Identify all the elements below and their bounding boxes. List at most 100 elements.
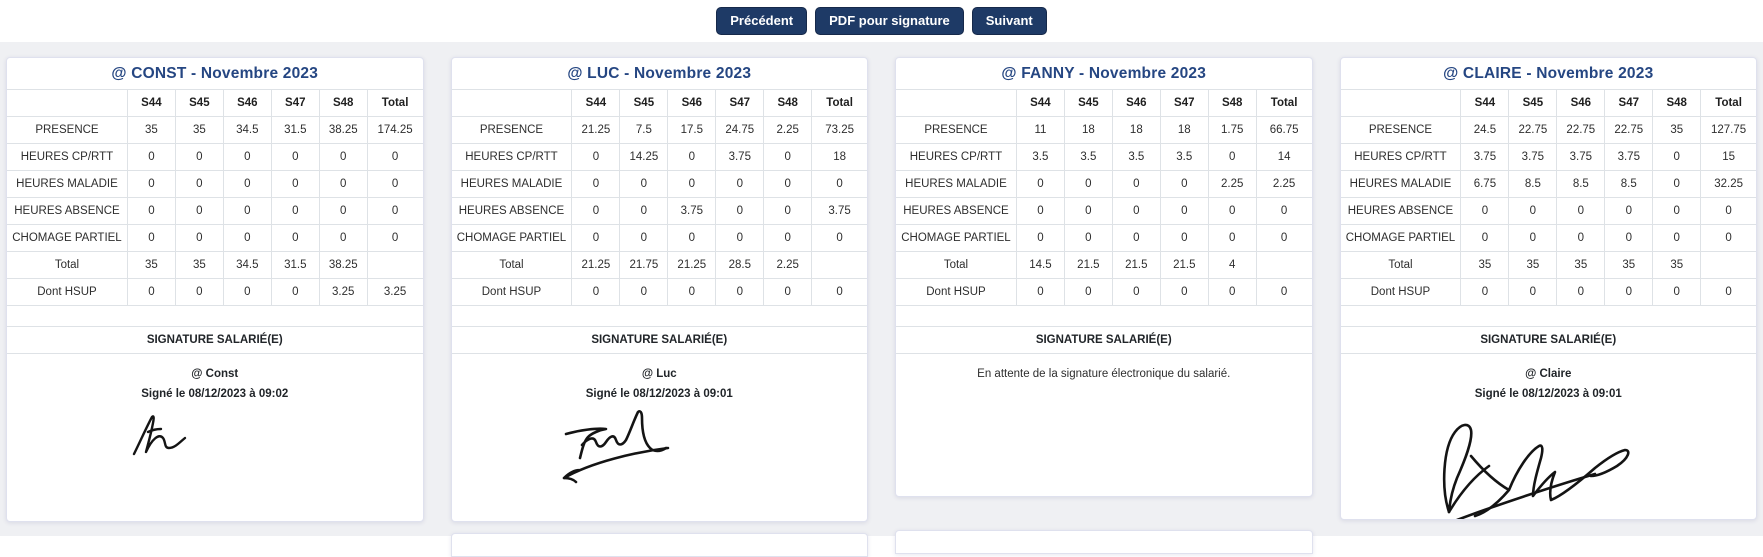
next-button[interactable]: Suivant: [971, 7, 1047, 35]
hours-cell: 18: [811, 143, 867, 171]
week-column-header: S45: [1508, 89, 1558, 117]
hours-cell: 0: [222, 224, 272, 252]
hours-cell: 0: [1255, 197, 1312, 225]
hours-cell: 8.5: [1604, 170, 1654, 198]
week-column-header: S46: [1111, 89, 1161, 117]
hours-cell: 21.25: [667, 251, 717, 279]
hours-cell: 0: [1556, 278, 1606, 306]
signature-scribble-icon: [562, 410, 670, 484]
hours-cell: 0: [763, 170, 813, 198]
hours-cell: 0: [366, 224, 423, 252]
table-row: PRESENCE 21.25 7.5 17.5 24.75 2.25 73.25: [451, 116, 867, 144]
hours-cell: 0: [174, 170, 224, 198]
week-column-header: S44: [1460, 89, 1510, 117]
hours-cell: 0: [1015, 278, 1065, 306]
card-title: @ LUC - Novembre 2023: [567, 65, 752, 82]
hours-cell: 22.75: [1508, 116, 1558, 144]
hours-cell: 0: [126, 224, 176, 252]
hours-cell: 0: [1159, 170, 1209, 198]
hours-cell: 0: [1508, 278, 1558, 306]
hours-cell: 3.25: [318, 278, 368, 306]
hours-cell: 0: [1508, 197, 1558, 225]
hours-cell: 3.5: [1063, 143, 1113, 171]
hours-cell: 0: [571, 278, 621, 306]
hours-table: S44 S45 S46 S47 S48 Total PRESENCE 11 18 18 18 1.7…: [896, 89, 1312, 306]
signed-date: Signé le 08/12/2023 à 09:02: [141, 387, 289, 400]
hours-cell: 18: [1159, 116, 1209, 144]
hours-cell: 0: [1652, 170, 1702, 198]
next-row-card-fragment: [450, 533, 868, 557]
table-row: HEURES CP/RTT 3.75 3.75 3.75 3.75 0 15: [1340, 143, 1756, 171]
signed-block: @ Claire Signé le 08/12/2023 à 09:01: [1341, 354, 1757, 519]
hours-cell: 35: [1652, 116, 1702, 144]
table-header-row: S44 S45 S46 S47 S48 Total: [896, 89, 1312, 117]
hours-cell: 4: [1207, 251, 1257, 279]
hours-cell: 0: [222, 170, 272, 198]
signature-image: [1341, 408, 1757, 519]
hours-cell: 0: [270, 278, 320, 306]
row-label: HEURES CP/RTT: [451, 143, 573, 171]
hours-cell: 2.25: [1207, 170, 1257, 198]
row-label: Total: [451, 251, 573, 279]
row-label: HEURES ABSENCE: [7, 197, 128, 225]
timesheet-card: @ CONST - Novembre 2023 S44 S45 S46 S47 S48 T…: [6, 57, 424, 522]
pdf-for-signature-button[interactable]: PDF pour signature: [815, 7, 964, 35]
signature-heading: SIGNATURE SALARIÉ(E): [896, 326, 1312, 354]
hours-cell: 35: [1556, 251, 1606, 279]
hours-cell: 0: [1700, 278, 1756, 306]
table-row: Total 35 35 35 35 35: [1340, 251, 1756, 279]
hours-cell: 0: [715, 278, 765, 306]
hours-cell: 0: [1508, 224, 1558, 252]
hours-cell: 0: [1207, 197, 1257, 225]
signature-body: @ Luc Signé le 08/12/2023 à 09:01: [452, 354, 868, 486]
signature-heading: SIGNATURE SALARIÉ(E): [7, 326, 423, 354]
week-column-header: Total: [366, 89, 423, 117]
hours-cell: 0: [1255, 278, 1312, 306]
row-label: HEURES ABSENCE: [896, 197, 1017, 225]
signature-image: [7, 408, 423, 472]
row-label: CHOMAGE PARTIEL: [7, 224, 128, 252]
hours-cell: 3.75: [811, 197, 867, 225]
hours-cell: 31.5: [270, 251, 320, 279]
table-row: HEURES CP/RTT 0 14.25 0 3.75 0 18: [451, 143, 867, 171]
week-column-header: S46: [222, 89, 272, 117]
hours-cell: 0: [571, 197, 621, 225]
empty-corner-cell: [1340, 89, 1462, 117]
hours-cell: 14.25: [619, 143, 669, 171]
hours-cell: 0: [1159, 224, 1209, 252]
timesheets-area: @ CONST - Novembre 2023 S44 S45 S46 S47 S48 T…: [0, 42, 1763, 536]
hours-cell: 24.5: [1460, 116, 1510, 144]
hours-cell: 0: [366, 170, 423, 198]
hours-cell: 0: [1111, 197, 1161, 225]
hours-cell: 0: [571, 170, 621, 198]
table-row: HEURES ABSENCE 0 0 0 0 0 0: [7, 197, 423, 225]
signature-waiting-text: En attente de la signature électronique …: [977, 368, 1231, 380]
week-column-header: S47: [715, 89, 765, 117]
table-row: HEURES CP/RTT 3.5 3.5 3.5 3.5 0 14: [896, 143, 1312, 171]
hours-cell: 18: [1063, 116, 1113, 144]
signer-name: @ Luc: [641, 368, 677, 380]
table-header-row: S44 S45 S46 S47 S48 Total: [7, 89, 423, 117]
row-label: HEURES CP/RTT: [1340, 143, 1462, 171]
hours-cell: 6.75: [1460, 170, 1510, 198]
previous-button[interactable]: Précédent: [716, 7, 808, 35]
hours-cell: 35: [1508, 251, 1558, 279]
week-column-header: S46: [667, 89, 717, 117]
hours-cell: 18: [1111, 116, 1161, 144]
row-label: Total: [896, 251, 1017, 279]
hours-cell: 0: [1207, 278, 1257, 306]
hours-cell: 21.25: [571, 116, 621, 144]
hours-cell: 7.5: [619, 116, 669, 144]
hours-table: S44 S45 S46 S47 S48 Total PRESENCE 35 35 34.5 31.…: [7, 89, 423, 306]
hours-cell: 0: [715, 197, 765, 225]
hours-cell: 0: [619, 278, 669, 306]
row-label: HEURES MALADIE: [7, 170, 128, 198]
signature-heading: SIGNATURE SALARIÉ(E): [451, 326, 867, 354]
row-label: Total: [1340, 251, 1462, 279]
hours-cell: 0: [1460, 224, 1510, 252]
week-column-header: S47: [270, 89, 320, 117]
hours-cell: 15: [1700, 143, 1756, 171]
hours-cell: 0: [1111, 224, 1161, 252]
hours-cell: 8.5: [1508, 170, 1558, 198]
hours-cell: 73.25: [811, 116, 867, 144]
